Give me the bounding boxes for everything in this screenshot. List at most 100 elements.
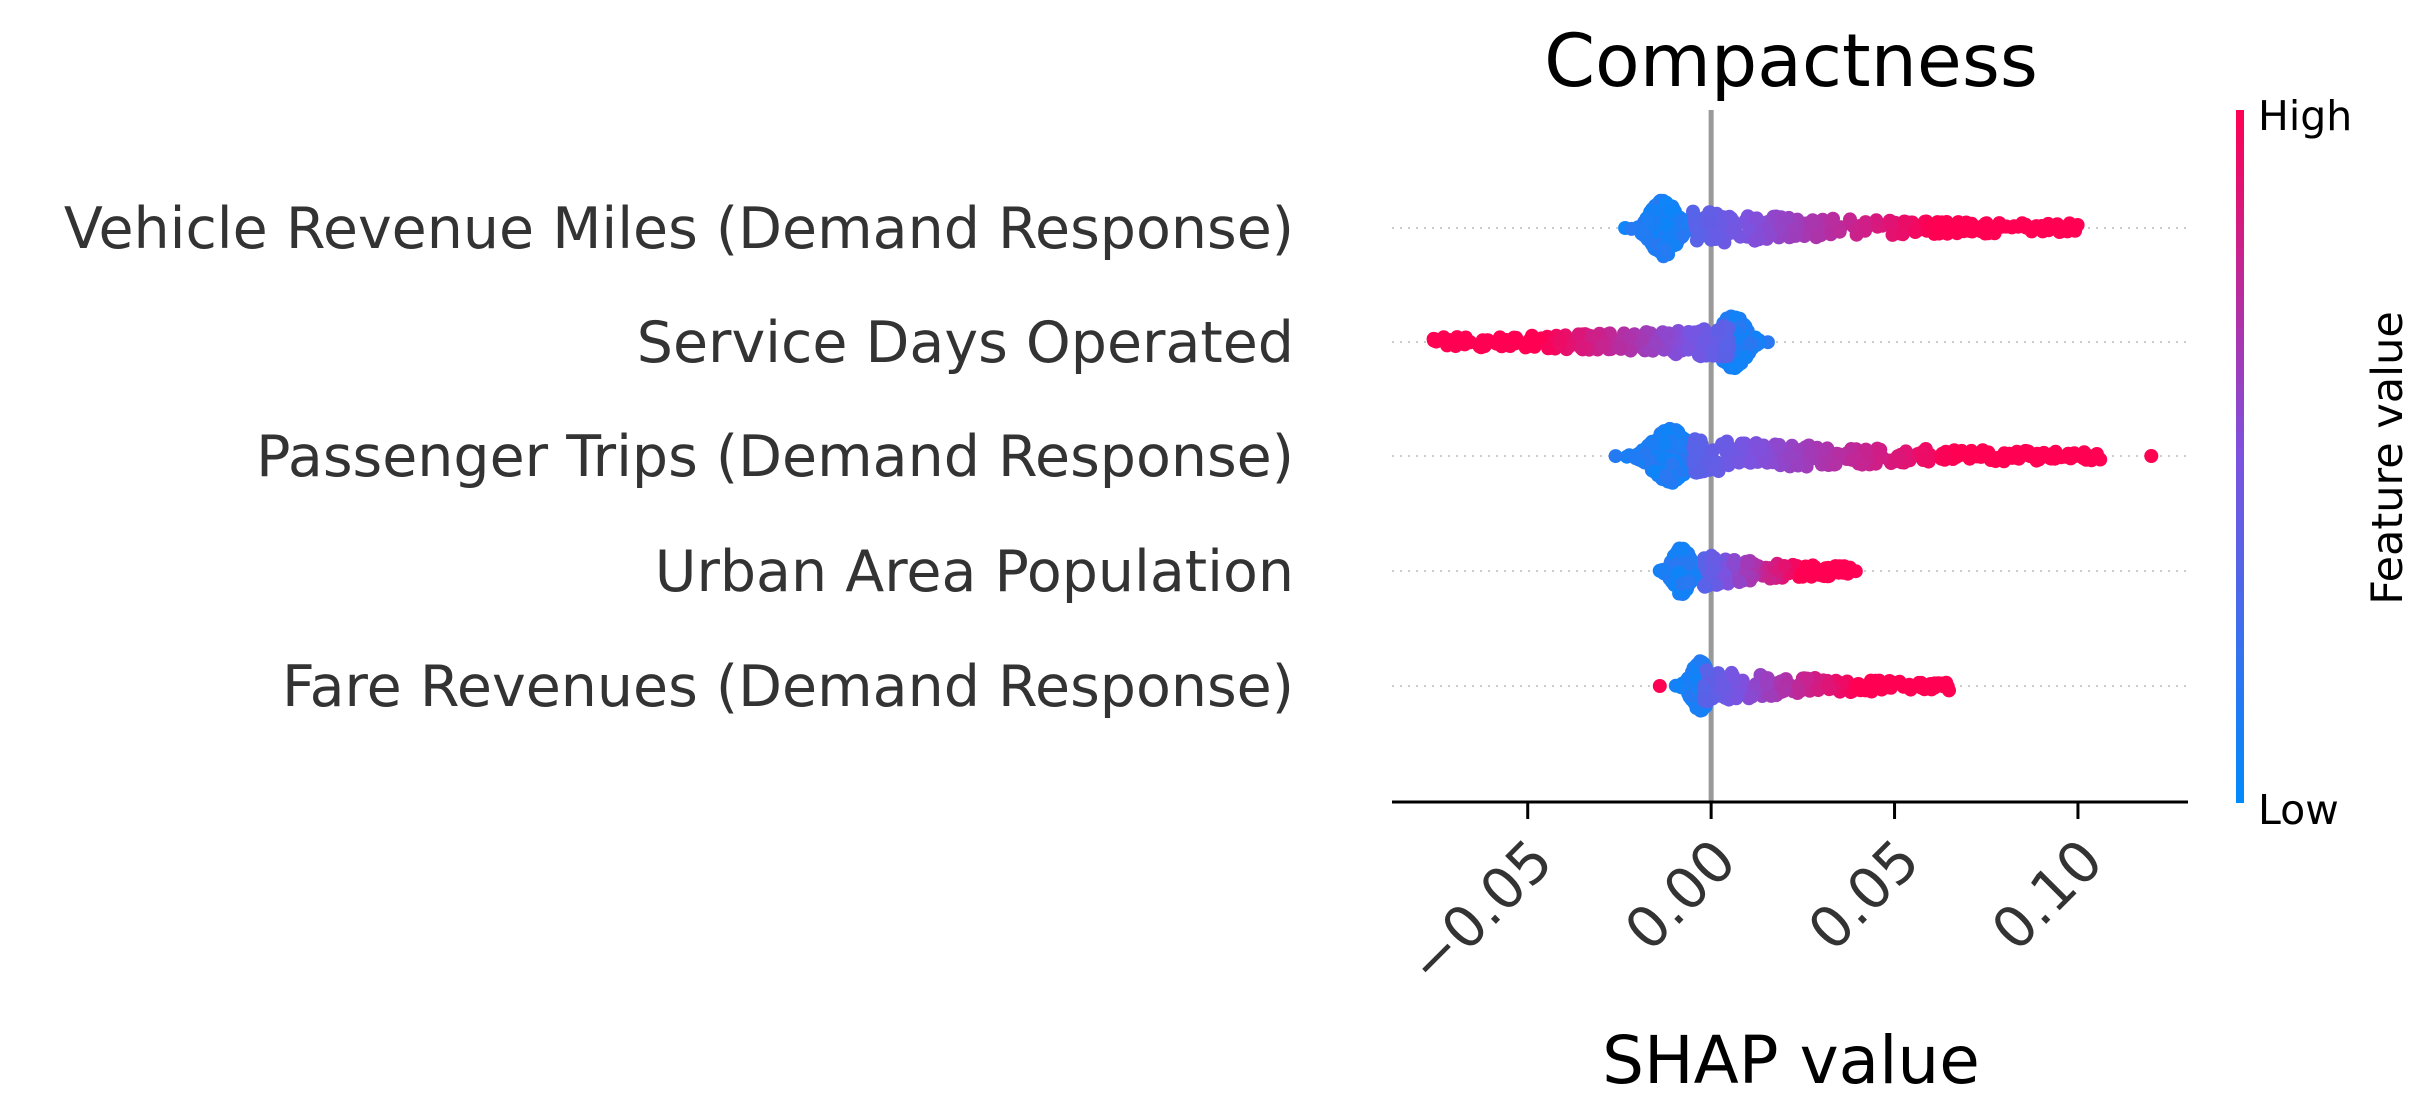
shap-point (1743, 336, 1758, 351)
shap-point (1641, 212, 1656, 227)
shap-point (1676, 228, 1691, 242)
shap-point (1692, 465, 1707, 479)
shap-point (2061, 446, 2076, 461)
shap-point (1721, 576, 1735, 591)
colorbar-low-label: Low (2258, 786, 2339, 834)
shap-point (1681, 574, 1696, 589)
shap-point (1727, 359, 1742, 374)
shap-point (1686, 452, 1701, 467)
shap-point (2008, 450, 2023, 465)
shap-point (1440, 334, 1455, 348)
shap-point (1843, 212, 1857, 227)
shap-point (1608, 449, 1623, 464)
shap-point (1872, 679, 1887, 694)
shap-point (1671, 565, 1686, 580)
shap-point (1777, 212, 1792, 227)
shap-point (1999, 219, 2014, 234)
shap-point (1932, 226, 1947, 241)
shap-point (1964, 446, 1979, 461)
shap-point (1882, 213, 1897, 228)
shap-point (1700, 691, 1715, 706)
shap-point (1873, 442, 1888, 457)
shap-point (1759, 677, 1774, 692)
shap-point (1804, 218, 1819, 232)
shap-point (1699, 663, 1714, 678)
feature-label: Passenger Trips (Demand Response) (256, 424, 1294, 490)
shap-point (1997, 446, 2012, 461)
shap-point (1818, 565, 1833, 580)
shap-point (1734, 436, 1749, 451)
shap-point (1715, 437, 1729, 452)
shap-point (1665, 456, 1680, 471)
shap-point (1764, 688, 1779, 703)
shap-point (1503, 339, 1518, 353)
x-tick-label: 0.00 (1613, 827, 1749, 963)
shap-point (1855, 457, 1870, 472)
shap-point (2089, 447, 2104, 461)
shap-point (1851, 677, 1865, 692)
x-tick-label: 0.05 (1796, 827, 1932, 963)
x-tick-label: −0.05 (1395, 827, 1565, 997)
shap-point (1707, 459, 1722, 474)
feature-labels: Vehicle Revenue Miles (Demand Response) S… (64, 196, 1294, 720)
shap-point (1676, 541, 1691, 556)
shap-point (1751, 232, 1766, 247)
shap-point (1659, 329, 1674, 344)
shap-point (1522, 339, 1537, 354)
shap-point (2043, 451, 2057, 466)
shap-point (1571, 327, 1586, 342)
shap-point (1740, 556, 1755, 570)
shap-point (1652, 679, 1667, 693)
shap-point (1981, 445, 1996, 460)
shap-point (1805, 566, 1820, 581)
shap-point (1744, 689, 1759, 704)
shap-points (1426, 193, 2159, 718)
shap-point (1721, 458, 1736, 473)
feature-label: Urban Area Population (655, 539, 1294, 605)
shap-point (1648, 336, 1663, 351)
shap-point (1895, 227, 1910, 242)
shap-point (1716, 681, 1731, 696)
shap-point (1613, 340, 1628, 355)
shap-point (1749, 211, 1764, 226)
shap-point (1622, 330, 1637, 345)
shap-point (1688, 221, 1703, 235)
shap-point (2043, 220, 2058, 235)
shap-point (1858, 223, 1872, 238)
colorbar-high-label: High (2258, 92, 2352, 140)
shap-point (1660, 423, 1675, 438)
shap-point (1947, 443, 1962, 458)
shap-point (1869, 213, 1884, 228)
shap-point (2077, 445, 2092, 460)
shap-point (1732, 575, 1747, 590)
shap-point (1825, 214, 1840, 229)
shap-point (1658, 436, 1673, 451)
shap-point (1803, 444, 1818, 459)
feature-label: Fare Revenues (Demand Response) (282, 654, 1294, 720)
feature-label: Vehicle Revenue Miles (Demand Response) (64, 196, 1294, 262)
shap-point (1777, 559, 1792, 573)
shap-point (1689, 233, 1704, 248)
shap-point (1708, 232, 1723, 246)
shap-point (1480, 333, 1495, 348)
shap-point (1776, 683, 1791, 698)
shap-point (1686, 204, 1700, 219)
shap-point (1687, 439, 1702, 454)
shap-point (1704, 215, 1719, 229)
shap-point (1656, 563, 1671, 578)
shap-point (1732, 455, 1746, 470)
shap-point (1596, 338, 1611, 353)
shap-point (1725, 668, 1740, 683)
shap-point (1742, 220, 1757, 235)
shap-point (1727, 553, 1742, 567)
shap-point (1717, 349, 1732, 364)
shap-point (1697, 332, 1712, 346)
shap-point (1832, 559, 1847, 574)
shap-point (1574, 340, 1589, 355)
shap-point (1659, 468, 1674, 483)
shap-point (1657, 243, 1672, 258)
shap-point (1706, 348, 1721, 363)
shap-point (1858, 442, 1873, 457)
shap-point (1663, 203, 1678, 218)
